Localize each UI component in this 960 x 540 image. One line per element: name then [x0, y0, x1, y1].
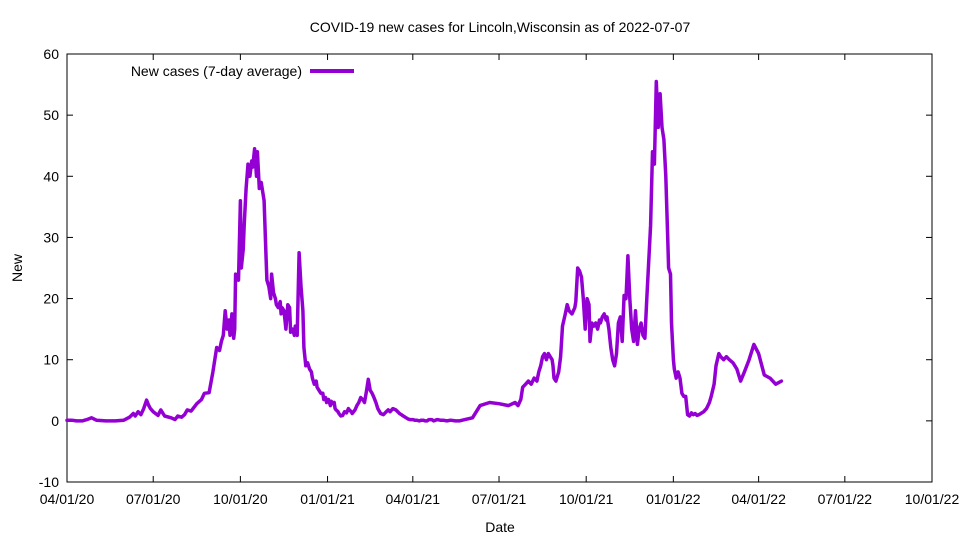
y-tick-label: 60 [43, 46, 59, 62]
y-axis: -10 0 10 20 30 40 50 60 [39, 46, 932, 490]
y-tick-label: 10 [43, 352, 59, 368]
plot-frame [66, 53, 933, 483]
x-tick-label: 07/01/20 [126, 491, 181, 507]
x-tick-label: 07/01/22 [818, 491, 873, 507]
x-tick-label: 04/01/21 [386, 491, 441, 507]
y-tick-label: 20 [43, 291, 59, 307]
chart-title: COVID-19 new cases for Lincoln,Wisconsin… [310, 19, 691, 35]
y-tick-label: 30 [43, 229, 59, 245]
y-tick-label: -10 [39, 474, 59, 490]
x-tick-label: 01/01/21 [300, 491, 355, 507]
x-tick-label: 04/01/20 [40, 491, 95, 507]
x-tick-label: 07/01/21 [472, 491, 527, 507]
x-tick-label: 10/01/22 [905, 491, 960, 507]
series-line [65, 79, 784, 423]
series-layer [65, 79, 784, 423]
legend-label: New cases (7-day average) [131, 63, 302, 79]
x-tick-label: 10/01/20 [213, 491, 268, 507]
x-axis-label: Date [485, 519, 515, 535]
y-tick-label: 50 [43, 107, 59, 123]
y-axis-label: New [9, 253, 25, 282]
x-tick-label: 01/01/22 [646, 491, 701, 507]
legend: New cases (7-day average) [131, 63, 354, 79]
x-axis: 04/01/20 07/01/20 10/01/20 01/01/21 04/01/21… [40, 54, 960, 507]
y-tick-label: 40 [43, 168, 59, 184]
y-tick-label: 0 [51, 413, 59, 429]
x-tick-label: 04/01/22 [731, 491, 786, 507]
x-tick-label: 10/01/21 [559, 491, 614, 507]
